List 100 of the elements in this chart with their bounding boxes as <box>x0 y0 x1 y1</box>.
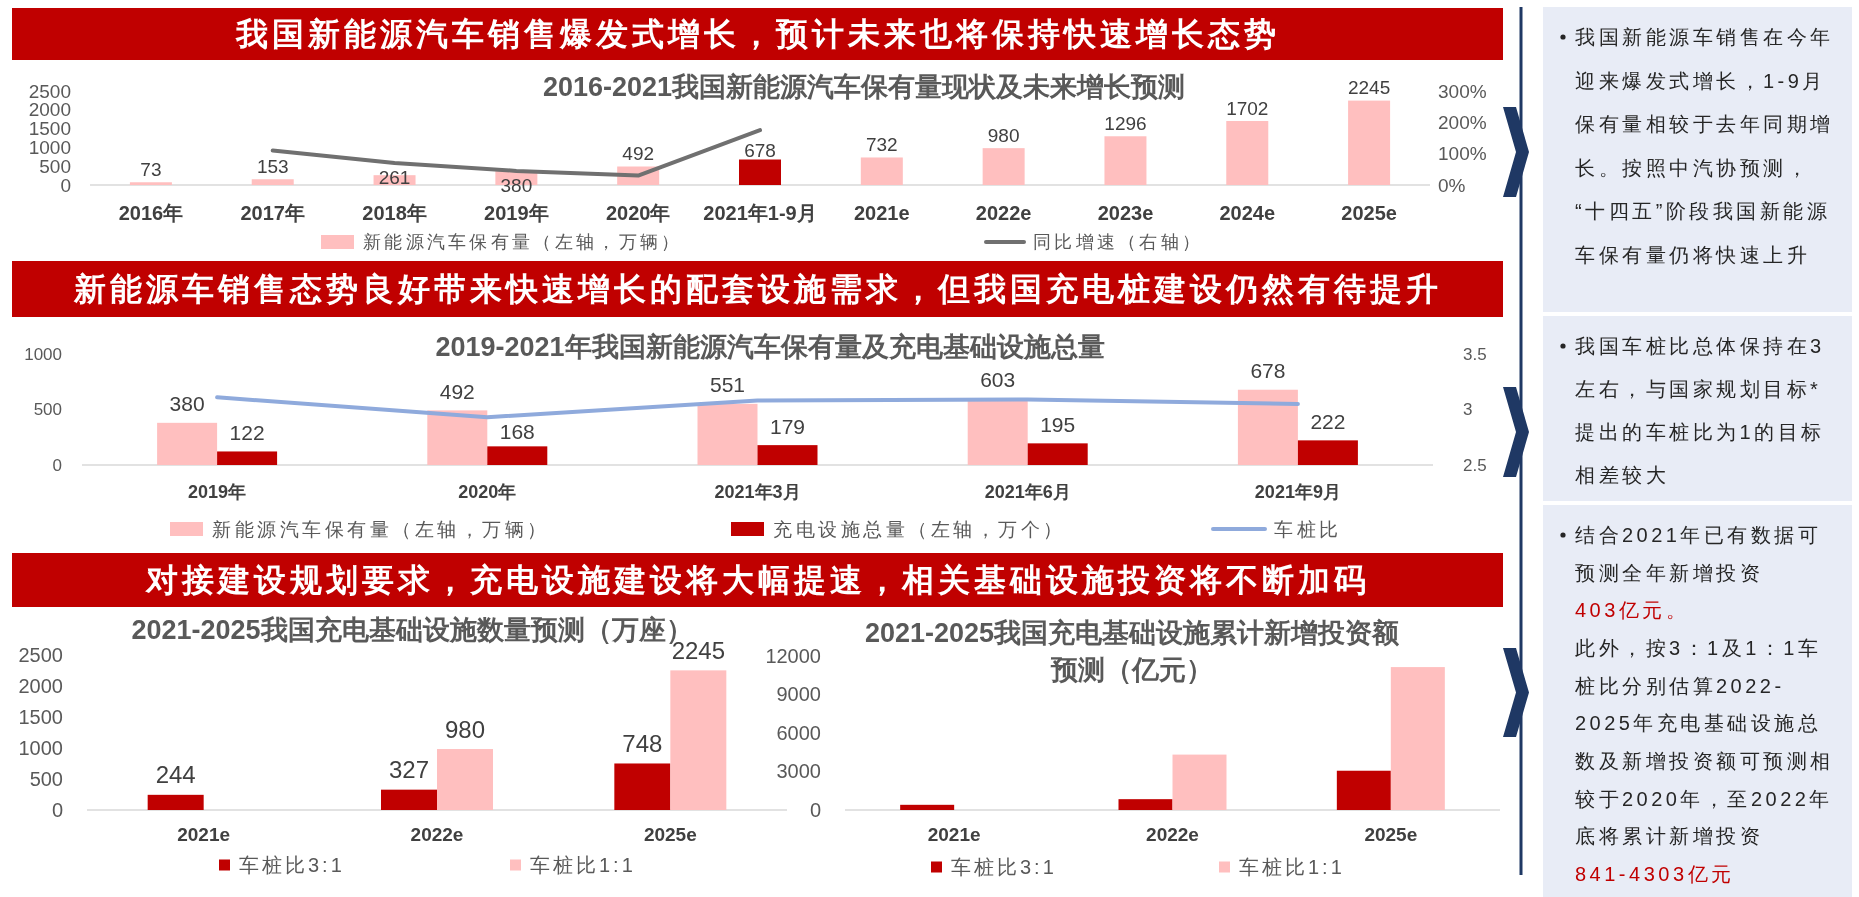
data-label: 168 <box>499 419 535 443</box>
data-label: 222 <box>1310 409 1346 433</box>
bar <box>381 789 437 810</box>
text: 新能源车销售态势良好带来快速增长的配套设施需求，但我国充电桩建设仍然有待提升 <box>72 270 1442 308</box>
data-label: 732 <box>865 133 898 155</box>
x-tick-label: 2024e <box>1219 202 1276 224</box>
bar <box>1336 770 1391 810</box>
chart-title: 2016-2021我国新能源汽车保有量现状及未来增长预测 <box>542 72 1186 102</box>
bar <box>1027 443 1088 465</box>
x-tick-label: 2021e <box>927 823 981 845</box>
bar <box>757 445 818 465</box>
data-label: 603 <box>980 367 1016 391</box>
y-tick-label: 0 <box>51 799 63 821</box>
data-label: 179 <box>769 414 806 438</box>
y-tick-label: 1000 <box>24 344 62 364</box>
data-label: 1702 <box>1226 97 1269 119</box>
data-label: 748 <box>622 729 663 757</box>
y2-tick-label: 0% <box>1438 174 1466 196</box>
data-label: 327 <box>388 756 430 784</box>
data-label: 492 <box>622 143 655 164</box>
legend-label: 充电设施总量（左轴，万个） <box>773 518 1066 540</box>
text: 结合2021年已有数据可预测全年新增投资 <box>1575 524 1822 584</box>
x-tick-label: 2021年6月 <box>984 482 1071 502</box>
x-tick-label: 2018年 <box>362 202 427 224</box>
x-tick-label: 2016年 <box>118 202 184 224</box>
y-tick-label: 2000 <box>18 674 63 697</box>
y2-tick-label: 300% <box>1438 80 1487 102</box>
data-label: 244 <box>155 761 196 789</box>
x-tick-label: 2020年 <box>458 482 517 502</box>
text: 我国新能源汽车销售爆发式增长，预计未来也将保持快速增长态势 <box>234 15 1280 53</box>
y-tick-label: 3000 <box>776 760 821 783</box>
data-label: 380 <box>500 174 533 196</box>
bar <box>1297 440 1358 465</box>
data-label: 380 <box>169 392 205 416</box>
data-label: 551 <box>709 373 746 397</box>
legend-label: 同比增速（右轴） <box>1033 232 1204 252</box>
data-label: 678 <box>1250 359 1286 383</box>
data-label: 261 <box>378 167 411 189</box>
legend-label: 车桩比1:1 <box>1239 856 1345 878</box>
x-tick-label: 2021年9月 <box>1254 482 1341 502</box>
legend-label: 车桩比1:1 <box>530 854 636 876</box>
y-tick-label: 0 <box>809 799 821 821</box>
y2-tick-label: 3 <box>1463 400 1473 419</box>
legend-label: 新能源汽车保有量（左轴，万辆） <box>212 518 550 540</box>
y-tick-label: 0 <box>52 455 62 475</box>
x-tick-label: 2021e <box>854 202 910 224</box>
bar <box>129 182 172 185</box>
x-tick-label: 2020年 <box>605 202 671 224</box>
bar <box>487 446 548 465</box>
legend-label: 车桩比3:1 <box>951 856 1057 878</box>
bar <box>437 749 493 810</box>
text: 我国新能源车销售在今年迎来爆发式增长，1-9月保有量相较于去年同期增长。按照中汽协预测，“十四五”阶段我国新能源车保有量仍将快速上升 <box>1575 26 1834 266</box>
y-tick-label: 2500 <box>18 643 63 666</box>
y2-tick-label: 2.5 <box>1463 455 1487 475</box>
x-tick-label: 2021年3月 <box>714 482 801 502</box>
x-tick-label: 2023e <box>1097 202 1154 224</box>
y-tick-label: 500 <box>33 400 62 419</box>
x-tick-label: 2022e <box>1146 823 1199 845</box>
text: 对接建设规划要求，充电设施建设将大幅提速，相关基础设施投资将不断加码 <box>144 561 1370 599</box>
legend-label: 新能源汽车保有量（左轴，万辆） <box>363 232 683 252</box>
x-tick-label: 2025e <box>1364 823 1418 845</box>
data-label: 153 <box>256 155 289 177</box>
y-tick-label: 2500 <box>28 80 71 102</box>
text: 我国车桩比总体保持在3左右，与国家规划目标*提出的车桩比为1的目标相差较大 <box>1575 335 1825 487</box>
data-label: 980 <box>444 715 486 743</box>
bar <box>670 670 727 810</box>
y-tick-label: 1000 <box>18 736 63 759</box>
x-tick-label: 2017年 <box>240 202 305 224</box>
bar <box>1226 121 1269 185</box>
data-label: 678 <box>744 139 776 161</box>
data-label: 492 <box>439 379 475 403</box>
legend-label: 车桩比3:1 <box>239 854 345 876</box>
bar <box>217 451 278 465</box>
y-tick-label: 500 <box>39 155 71 177</box>
bar <box>1348 100 1391 185</box>
x-tick-label: 2019年 <box>484 202 549 224</box>
data-label: 980 <box>987 124 1020 146</box>
data-label: 122 <box>229 420 265 444</box>
bar <box>1172 754 1227 810</box>
legend-label: 车桩比 <box>1274 518 1342 540</box>
bar <box>697 403 758 465</box>
text: 403亿元。 <box>1575 599 1690 622</box>
bar <box>1104 136 1147 185</box>
data-label: 73 <box>140 158 162 180</box>
x-tick-label: 2021e <box>177 823 231 845</box>
bar <box>427 410 488 465</box>
bar <box>1390 667 1445 810</box>
y-tick-label: 12000 <box>765 644 821 667</box>
y-tick-label: 0 <box>60 174 71 196</box>
x-tick-label: 2025e <box>1341 202 1397 224</box>
x-tick-label: 2025e <box>643 823 697 845</box>
y-tick-label: 9000 <box>776 683 821 706</box>
bar <box>1118 799 1173 810</box>
bar <box>147 794 204 810</box>
bar <box>614 763 671 810</box>
y-tick-label: 500 <box>29 767 63 790</box>
bar <box>157 422 218 465</box>
bar <box>982 148 1025 185</box>
data-label: 2245 <box>1347 77 1391 99</box>
bar <box>739 159 781 185</box>
